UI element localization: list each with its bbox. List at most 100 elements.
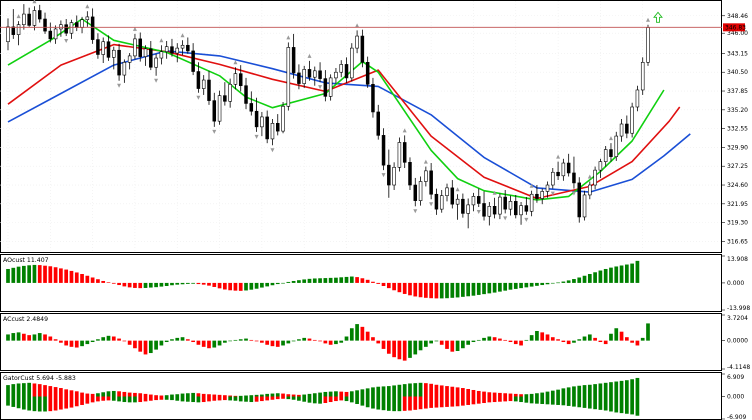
y-tick-label: 337.85	[727, 88, 748, 95]
gator-lower-bar	[439, 396, 444, 408]
y-tick-label: 3.7204	[727, 315, 748, 322]
accust-title: ACcust 2.4849	[3, 316, 48, 323]
gator-upper-bar	[37, 384, 42, 397]
candle-body	[238, 73, 243, 87]
gator-upper-bar	[392, 385, 396, 397]
gator-lower-bar	[418, 396, 423, 410]
up-fractal-icon	[233, 60, 238, 65]
histogram-bar	[392, 282, 396, 291]
histogram-bar	[122, 282, 127, 287]
gator-upper-bar	[90, 393, 95, 397]
gator-upper-bar	[275, 393, 280, 397]
histogram-bar	[191, 282, 195, 284]
gator-upper-bar	[217, 394, 222, 397]
histogram-bar	[64, 269, 69, 283]
gator-lower-bar	[16, 396, 21, 409]
up-fractal-icon	[529, 183, 534, 188]
histogram-bar	[471, 282, 476, 296]
candle-body	[159, 51, 164, 59]
up-fractal-icon	[646, 17, 650, 22]
gator-lower-bar	[429, 396, 433, 408]
up-fractal-icon	[180, 33, 185, 38]
gator-lower-bar	[286, 396, 291, 400]
candle-body	[307, 69, 312, 78]
gator-lower-bar	[80, 396, 84, 405]
histogram-bar	[445, 340, 449, 349]
candle-body	[143, 48, 148, 57]
candle-body	[32, 10, 37, 26]
gator-upper-bar	[624, 380, 629, 397]
histogram-bar	[170, 282, 174, 286]
gator-lower-bar	[212, 396, 217, 401]
gator-lower-bar	[328, 396, 333, 403]
up-fractal-icon	[556, 154, 561, 159]
gator-lower-bar	[323, 396, 328, 404]
gator-upper-bar	[154, 395, 158, 397]
histogram-bar	[339, 340, 344, 343]
histogram-bar	[519, 340, 523, 346]
histogram-bar	[281, 340, 285, 346]
gator-lower-bar	[545, 396, 550, 405]
down-fractal-icon	[550, 191, 555, 196]
down-fractal-icon	[571, 191, 576, 196]
gator-upper-bar	[16, 383, 21, 397]
gator-upper-bar	[106, 391, 111, 397]
gator-lower-bar	[587, 396, 592, 409]
candle-body	[371, 83, 375, 113]
histogram-bar	[201, 340, 206, 347]
histogram-bar	[577, 339, 582, 341]
gator-lower-bar	[450, 396, 455, 407]
histogram-bar	[297, 339, 301, 341]
gator-upper-bar	[297, 394, 301, 397]
gator-lower-bar	[191, 396, 195, 403]
gator-lower-bar	[609, 396, 613, 412]
histogram-bar	[106, 335, 111, 341]
gator-lower-bar	[540, 396, 545, 404]
gator-lower-bar	[519, 396, 523, 403]
gator-lower-bar	[223, 396, 227, 401]
gator-upper-bar	[164, 395, 169, 397]
histogram-bar	[482, 282, 486, 295]
candle-body	[212, 100, 217, 122]
histogram-bar	[386, 340, 391, 354]
gator-lower-bar	[170, 396, 174, 401]
histogram-bar	[53, 339, 58, 341]
y-tick-label: -6.909	[727, 414, 747, 420]
histogram-bar	[101, 280, 106, 283]
histogram-bar	[85, 340, 90, 345]
candle-body	[37, 10, 42, 20]
histogram-bar	[244, 338, 248, 341]
y-tick-label: 13.908	[727, 256, 748, 263]
candle-body	[535, 193, 539, 199]
gator-upper-bar	[402, 384, 407, 397]
candle-body	[175, 47, 180, 54]
histogram-bar	[476, 282, 481, 295]
histogram-bar	[80, 340, 84, 347]
gator-upper-bar	[207, 394, 211, 397]
candle-body	[350, 47, 354, 79]
gator-upper-bar	[6, 385, 10, 397]
candle-body	[297, 72, 301, 84]
gator-upper-bar	[455, 387, 460, 397]
up-fractal-icon	[85, 4, 90, 9]
gator-upper-bar	[413, 383, 418, 397]
histogram-bar	[402, 340, 407, 361]
histogram-bar	[334, 340, 338, 345]
histogram-bar	[154, 282, 158, 288]
aocust-pane[interactable]: AOcust 11.407	[0, 254, 722, 312]
histogram-bar	[265, 282, 270, 287]
histogram-bar	[281, 282, 285, 284]
histogram-bar	[434, 340, 439, 342]
histogram-bar	[508, 282, 513, 290]
histogram-bar	[487, 282, 492, 294]
histogram-bar	[154, 340, 158, 350]
gator-upper-bar	[143, 393, 148, 397]
histogram-bar	[85, 275, 90, 283]
histogram-bar	[148, 340, 153, 354]
histogram-bar	[207, 340, 211, 349]
candle-body	[461, 198, 465, 214]
accust-pane[interactable]: ACcust 2.4849	[0, 313, 722, 371]
gator-upper-bar	[434, 384, 439, 397]
histogram-bar	[455, 340, 460, 351]
